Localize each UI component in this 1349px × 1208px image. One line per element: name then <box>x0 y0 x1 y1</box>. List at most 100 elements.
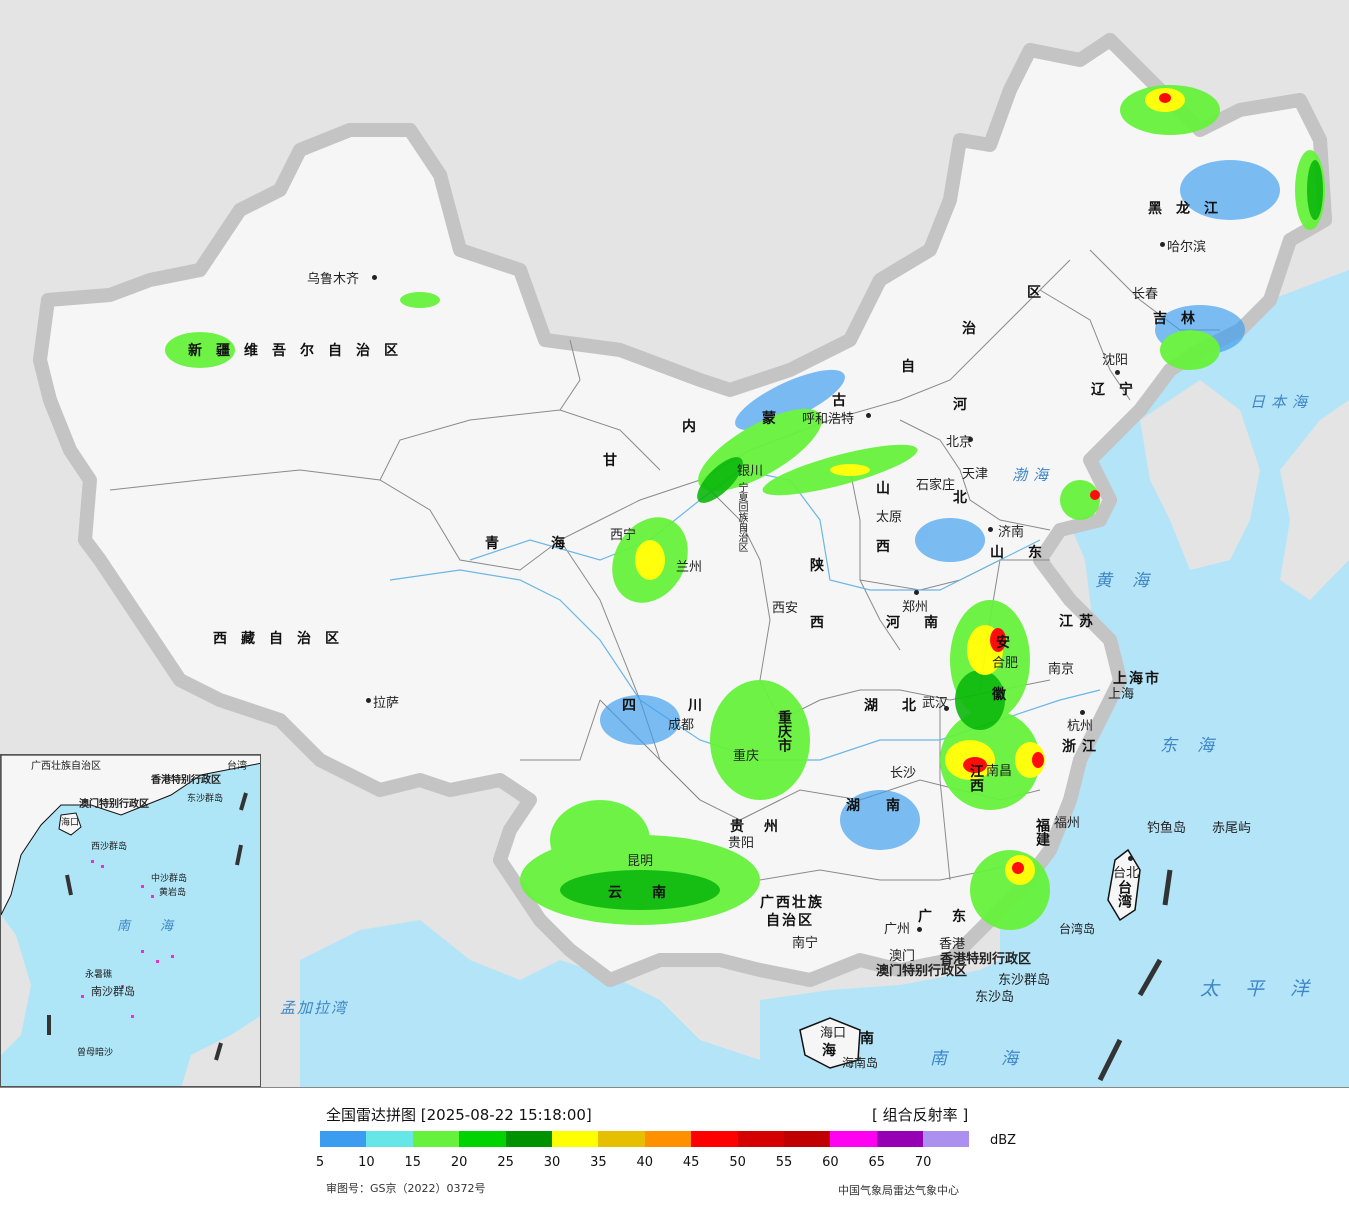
label-nmg-6: 区 <box>1027 285 1055 301</box>
label-nmg-3: 古 <box>832 393 860 409</box>
label-guangxi-2: 自治区 <box>766 913 814 929</box>
color-scale-segment <box>691 1131 738 1147</box>
city-dot <box>914 590 919 595</box>
city-xining: 西宁 <box>610 528 637 543</box>
japan <box>1280 400 1349 600</box>
city-nanning: 南宁 <box>792 936 819 951</box>
label-anhui-2: 徽 <box>992 687 1020 703</box>
color-scale-tick: 60 <box>822 1155 839 1170</box>
label-chiwei: 赤尾屿 <box>1212 821 1252 836</box>
color-scale-tick: 70 <box>914 1155 932 1170</box>
color-scale-tick: 20 <box>450 1155 468 1170</box>
label-nmg-4: 自 <box>901 359 929 375</box>
label-nmg-5: 治 <box>962 321 990 337</box>
inset-dongsha: 东沙群岛 <box>187 794 224 804</box>
map-canvas <box>0 0 1349 1087</box>
label-zhejiang: 浙江 <box>1062 739 1102 755</box>
label-hk-sar: 香港特别行政区 <box>940 952 1032 967</box>
label-hebei-2: 北 <box>953 490 981 506</box>
label-chongqing: 重庆市 <box>776 710 792 752</box>
color-scale-segment <box>459 1131 506 1147</box>
color-scale-segment <box>737 1131 784 1147</box>
color-scale-tick: 25 <box>497 1155 514 1170</box>
label-guizhou-1: 贵 <box>730 819 758 835</box>
city-hongkong: 香港 <box>939 937 966 952</box>
city-hefei: 合肥 <box>992 656 1019 671</box>
color-scale-tick: 35 <box>590 1155 607 1170</box>
color-scale-segment <box>923 1131 970 1147</box>
city-taipei: 台北 <box>1113 866 1140 881</box>
city-chengdu: 成都 <box>668 718 695 733</box>
label-guizhou-2: 州 <box>764 819 792 835</box>
city-tianjin: 天津 <box>962 467 989 482</box>
label-hainan-1: 海 <box>822 1043 850 1059</box>
radar-map: 新疆维吾尔自治区 西藏自治区 青海 甘 内 蒙 古 自 治 区 黑龙江 吉林 辽… <box>0 0 1349 1088</box>
label-henan: 河南 <box>886 615 962 631</box>
city-dot <box>988 527 993 532</box>
label-shanghai: 上海市 <box>1113 671 1161 687</box>
city-taiyuan: 太原 <box>876 510 903 525</box>
label-guangxi-1: 广西壮族 <box>760 895 824 911</box>
city-shijiazhuang: 石家庄 <box>916 478 956 493</box>
city-chongqing: 重庆 <box>733 749 760 764</box>
sea-pacific: 太平洋 <box>1200 978 1336 1000</box>
label-shaanxi-2: 西 <box>810 615 838 631</box>
label-hainan-island: 海南岛 <box>842 1056 879 1070</box>
color-scale-tick: 55 <box>775 1155 793 1170</box>
color-scale-tick: 5 <box>315 1155 325 1170</box>
city-hohhot: 呼和浩特 <box>802 412 855 427</box>
inset-yongshu: 永暑礁 <box>85 970 113 980</box>
label-hunan: 湖南 <box>846 798 926 814</box>
label-liaoning: 辽宁 <box>1091 382 1147 398</box>
label-shaanxi-1: 陕 <box>810 558 838 574</box>
city-lanzhou: 兰州 <box>676 560 703 575</box>
city-jinan: 济南 <box>998 525 1025 540</box>
sea-donghai: 东海 <box>1160 736 1234 756</box>
city-wuhan: 武汉 <box>922 696 949 711</box>
sea-nanhai: 南海 <box>930 1049 1072 1069</box>
inset-huangyan: 黄岩岛 <box>159 888 187 898</box>
city-guangzhou: 广州 <box>884 922 911 937</box>
label-sichuan: 四川 <box>622 698 754 714</box>
map-review-number: 审图号：GS京（2022）0372号 <box>326 1182 486 1195</box>
inset-haikou: 海口 <box>61 818 80 828</box>
label-jiangxi: 江西 <box>968 764 984 792</box>
label-heilongjiang: 黑龙江 <box>1148 201 1232 217</box>
city-dot <box>1128 856 1133 861</box>
color-scale-segment <box>644 1131 692 1147</box>
city-haikou: 海口 <box>820 1026 847 1041</box>
inset-nansha: 南沙群岛 <box>91 985 135 998</box>
city-xian: 西安 <box>772 601 799 616</box>
inset-taiwan: 台湾 <box>227 761 247 772</box>
label-shandong: 山东 <box>990 545 1066 561</box>
color-scale <box>320 1131 970 1147</box>
inset-canvas <box>1 755 260 1086</box>
city-dot <box>372 275 377 280</box>
taiwan-island <box>1107 848 1141 922</box>
color-scale-segment <box>876 1131 924 1147</box>
legend-product: [ 组合反射率 ] <box>872 1106 969 1124</box>
label-jilin: 吉林 <box>1153 311 1209 327</box>
label-hainan-2: 南 <box>860 1031 888 1047</box>
city-macau: 澳门 <box>889 949 916 964</box>
city-zhengzhou: 郑州 <box>902 600 929 615</box>
city-dot <box>866 413 871 418</box>
color-scale-tick: 40 <box>636 1155 654 1170</box>
sea-huanghai: 黄海 <box>1095 571 1169 591</box>
city-dot <box>1160 242 1165 247</box>
label-shanxi-1: 山 <box>876 481 904 497</box>
city-yinchuan: 银川 <box>737 464 764 479</box>
radar-echoes <box>165 85 1325 930</box>
city-dot <box>1080 710 1085 715</box>
city-fuzhou: 福州 <box>1054 816 1081 831</box>
city-dot <box>366 698 371 703</box>
inset-zhongsha: 中沙群岛 <box>151 874 188 884</box>
city-beijing: 北京 <box>946 435 973 450</box>
label-nmg-1: 内 <box>682 419 710 435</box>
city-changchun: 长春 <box>1132 287 1159 302</box>
city-nanjing: 南京 <box>1048 662 1075 677</box>
city-dot <box>944 706 949 711</box>
label-shanxi-2: 西 <box>876 539 904 555</box>
city-harbin: 哈尔滨 <box>1167 240 1207 255</box>
label-guangdong: 广东 <box>918 909 986 925</box>
